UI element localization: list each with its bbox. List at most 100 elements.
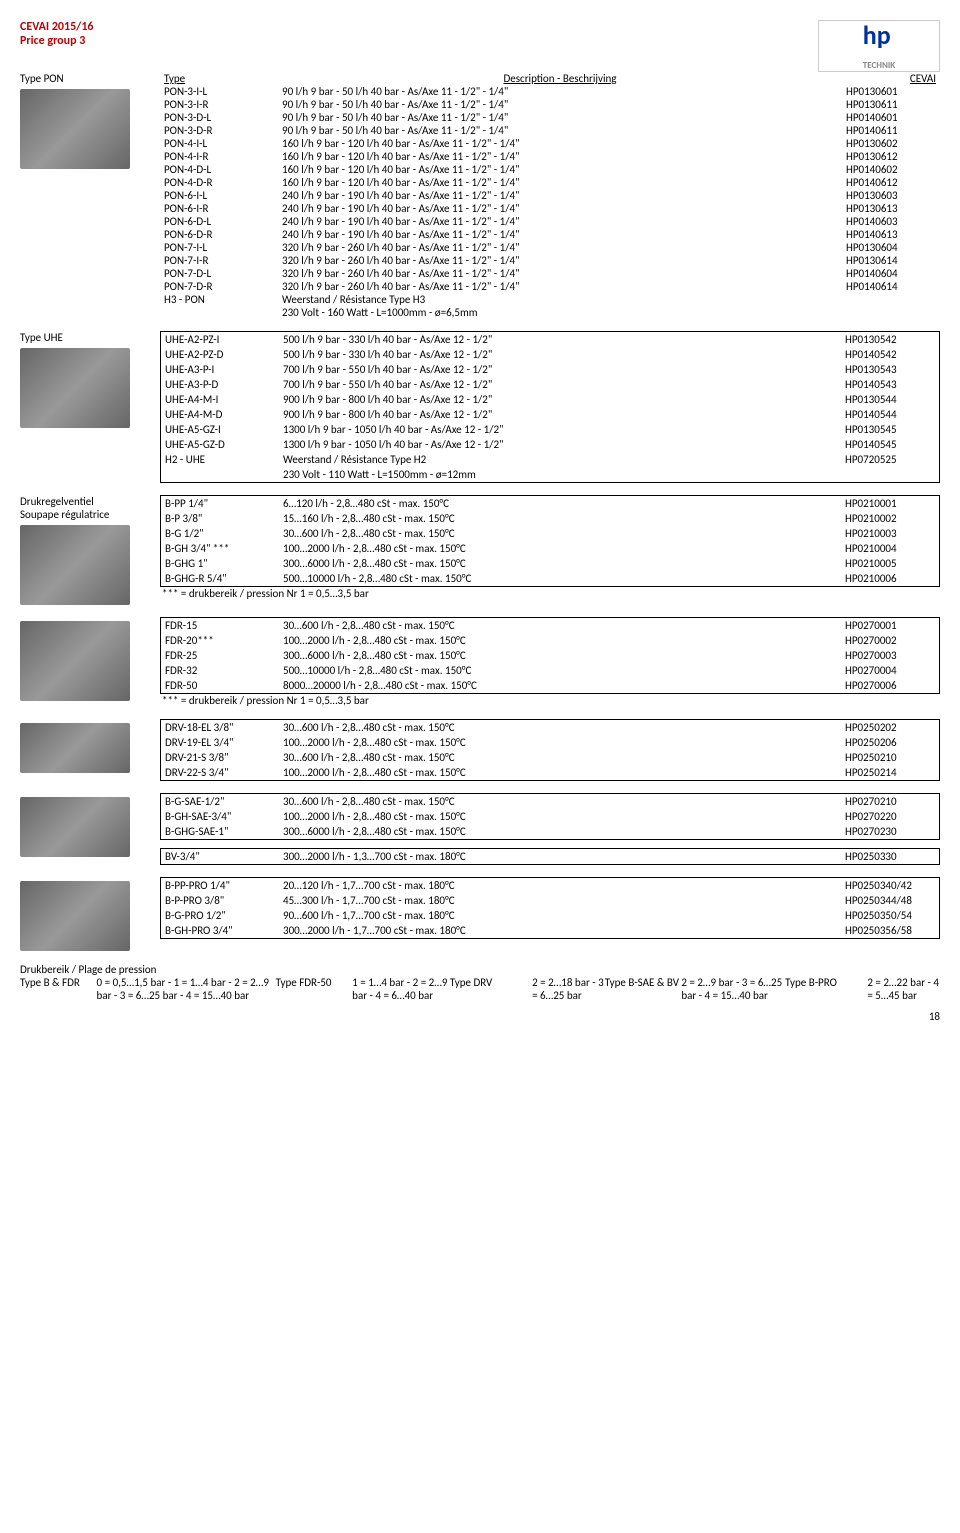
label-druk2: Soupape régulatrice [20,508,160,521]
table-fdr: FDR-1530…600 l/h - 2,8…480 cSt - max. 15… [160,617,940,694]
cell-desc: 1300 l/h 9 bar - 1050 l/h 40 bar - As/Ax… [279,422,841,437]
cell-type: PON-7-D-L [160,267,278,280]
cell-type: UHE-A4-M-I [161,392,280,407]
table-row: B-PP 1/4"6…120 l/h - 2,8…480 cSt - max. … [161,496,940,512]
cell-code: HP0210005 [841,556,940,571]
cell-type: UHE-A2-PZ-I [161,332,280,348]
cell-code: HP0210004 [841,541,940,556]
cell-code: HP0130544 [841,392,940,407]
cell-code: HP0210003 [841,526,940,541]
page-number: 18 [20,1010,940,1023]
table-row: PON-7-I-R320 l/h 9 bar - 260 l/h 40 bar … [160,254,940,267]
cell-code: HP0140544 [841,407,940,422]
cell-desc: 320 l/h 9 bar - 260 l/h 40 bar - As/Axe … [278,254,842,267]
cell-desc: 8000…20000 l/h - 2,8…480 cSt - max. 150°… [279,678,841,694]
section-uhe: Type UHE UHE-A2-PZ-I500 l/h 9 bar - 330 … [20,331,940,483]
product-image-uhe [20,348,130,428]
cell-code: HP0210006 [841,571,940,587]
cell-desc: 240 l/h 9 bar - 190 l/h 40 bar - As/Axe … [278,189,842,202]
doc-title: CEVAI 2015/16 [20,20,94,34]
cell-desc: 500 l/h 9 bar - 330 l/h 40 bar - As/Axe … [279,332,841,348]
note-druk-b: *** = drukbereik / pression Nr 1 = 0,5…3… [160,587,940,600]
cell-code: HP0130543 [841,362,940,377]
table-row: 230 Volt - 160 Watt - L=1000mm - ø=6,5mm [160,306,940,319]
table-row: B-GHG 1"300…6000 l/h - 2,8…480 cSt - max… [161,556,940,571]
cell-code: HP0250330 [841,849,940,865]
cell-type: PON-4-D-L [160,163,278,176]
table-row: UHE-A5-GZ-I1300 l/h 9 bar - 1050 l/h 40 … [161,422,940,437]
logo-sub: TECHNIK [863,60,895,71]
cell-desc: 320 l/h 9 bar - 260 l/h 40 bar - As/Axe … [278,241,842,254]
table-row: PON-3-I-L90 l/h 9 bar - 50 l/h 40 bar - … [160,85,940,98]
cell-type: UHE-A2-PZ-D [161,347,280,362]
table-bv: BV-3/4"300…2000 l/h - 1,3…700 cSt - max.… [160,848,940,865]
cell-code: HP0140545 [841,437,940,452]
table-druk-b: B-PP 1/4"6…120 l/h - 2,8…480 cSt - max. … [160,495,940,587]
cell-type: PON-7-I-L [160,241,278,254]
table-row: B-GH 3/4" ***100…2000 l/h - 2,8…480 cSt … [161,541,940,556]
cell-desc: 90…600 l/h - 1,7…700 cSt - max. 180°C [279,908,841,923]
table-pon: Type Description - Beschrijving CEVAI PO… [160,72,940,319]
table-row: B-GHG-SAE-1"300…6000 l/h - 2,8…480 cSt -… [161,824,940,840]
cell-desc: 100…2000 l/h - 2,8…480 cSt - max. 150°C [279,765,841,781]
product-image-bsae [20,797,130,857]
cell-desc: 300…6000 l/h - 2,8…480 cSt - max. 150°C [279,648,841,663]
cell-desc: 700 l/h 9 bar - 550 l/h 40 bar - As/Axe … [279,377,841,392]
cell-type: UHE-A3-P-D [161,377,280,392]
cell-code: HP0140611 [842,124,940,137]
cell-type [160,306,278,319]
cell-code: HP0270004 [841,663,940,678]
cell-desc: Weerstand / Résistance Type H2 [279,452,841,467]
cell-type: B-G-PRO 1/2" [161,908,280,923]
cell-type: B-P 3/8" [161,511,280,526]
cell-code: HP0130611 [842,98,940,111]
cell-type: FDR-15 [161,618,280,634]
cell-desc: 240 l/h 9 bar - 190 l/h 40 bar - As/Axe … [278,228,842,241]
cell-type: PON-3-I-R [160,98,278,111]
table-row: PON-4-D-R160 l/h 9 bar - 120 l/h 40 bar … [160,176,940,189]
table-row: H2 - UHEWeerstand / Résistance Type H2HP… [161,452,940,467]
footer-label: Type B-SAE & BV [605,976,682,1002]
table-row: B-G-SAE-1/2"30…600 l/h - 2,8…480 cSt - m… [161,794,940,810]
cell-desc: Weerstand / Résistance Type H3 [278,293,842,306]
cell-code: HP0140542 [841,347,940,362]
cell-desc: 900 l/h 9 bar - 800 l/h 40 bar - As/Axe … [279,407,841,422]
cell-desc: 1300 l/h 9 bar - 1050 l/h 40 bar - As/Ax… [279,437,841,452]
cell-code: HP0140613 [842,228,940,241]
cell-code: HP0140603 [842,215,940,228]
table-row: UHE-A2-PZ-I500 l/h 9 bar - 330 l/h 40 ba… [161,332,940,348]
footer-row: Type FDR-501 = 1…4 bar - 2 = 2…9 bar - 4… [276,976,450,1002]
price-group: Price group 3 [20,34,94,48]
label-pon: Type PON [20,72,160,85]
footer-label: Type DRV [450,976,532,1002]
table-row: PON-3-D-L90 l/h 9 bar - 50 l/h 40 bar - … [160,111,940,124]
table-row: UHE-A4-M-D900 l/h 9 bar - 800 l/h 40 bar… [161,407,940,422]
cell-type: B-PP-PRO 1/4" [161,878,280,894]
logo-main: hp [863,19,891,51]
cell-code: HP0140601 [842,111,940,124]
cell-type: H2 - UHE [161,452,280,467]
cell-type: FDR-32 [161,663,280,678]
table-row: B-GH-SAE-3/4"100…2000 l/h - 2,8…480 cSt … [161,809,940,824]
cell-code: HP0210002 [841,511,940,526]
cell-code: HP0140604 [842,267,940,280]
cell-desc: 320 l/h 9 bar - 260 l/h 40 bar - As/Axe … [278,280,842,293]
cell-type: UHE-A5-GZ-D [161,437,280,452]
cell-desc: 30…600 l/h - 2,8…480 cSt - max. 150°C [279,794,841,810]
cell-type: FDR-25 [161,648,280,663]
cell-type: DRV-19-EL 3/4" [161,735,280,750]
footer-title: Drukbereik / Plage de pression [20,963,940,976]
cell-desc: 500…10000 l/h - 2,8…480 cSt - max. 150°C [279,571,841,587]
footer-value: 2 = 2…18 bar - 3 = 6…25 bar [532,976,605,1002]
cell-type: PON-6-D-R [160,228,278,241]
product-image-pon [20,89,130,169]
cell-code: HP0270006 [841,678,940,694]
note-fdr: *** = drukbereik / pression Nr 1 = 0,5…3… [160,694,940,707]
cell-desc: 320 l/h 9 bar - 260 l/h 40 bar - As/Axe … [278,267,842,280]
table-row: BV-3/4"300…2000 l/h - 1,3…700 cSt - max.… [161,849,940,865]
cell-code [842,306,940,319]
table-row: UHE-A3-P-I700 l/h 9 bar - 550 l/h 40 bar… [161,362,940,377]
cell-type: B-P-PRO 3/8" [161,893,280,908]
cell-type: PON-7-D-R [160,280,278,293]
cell-code: HP0270003 [841,648,940,663]
